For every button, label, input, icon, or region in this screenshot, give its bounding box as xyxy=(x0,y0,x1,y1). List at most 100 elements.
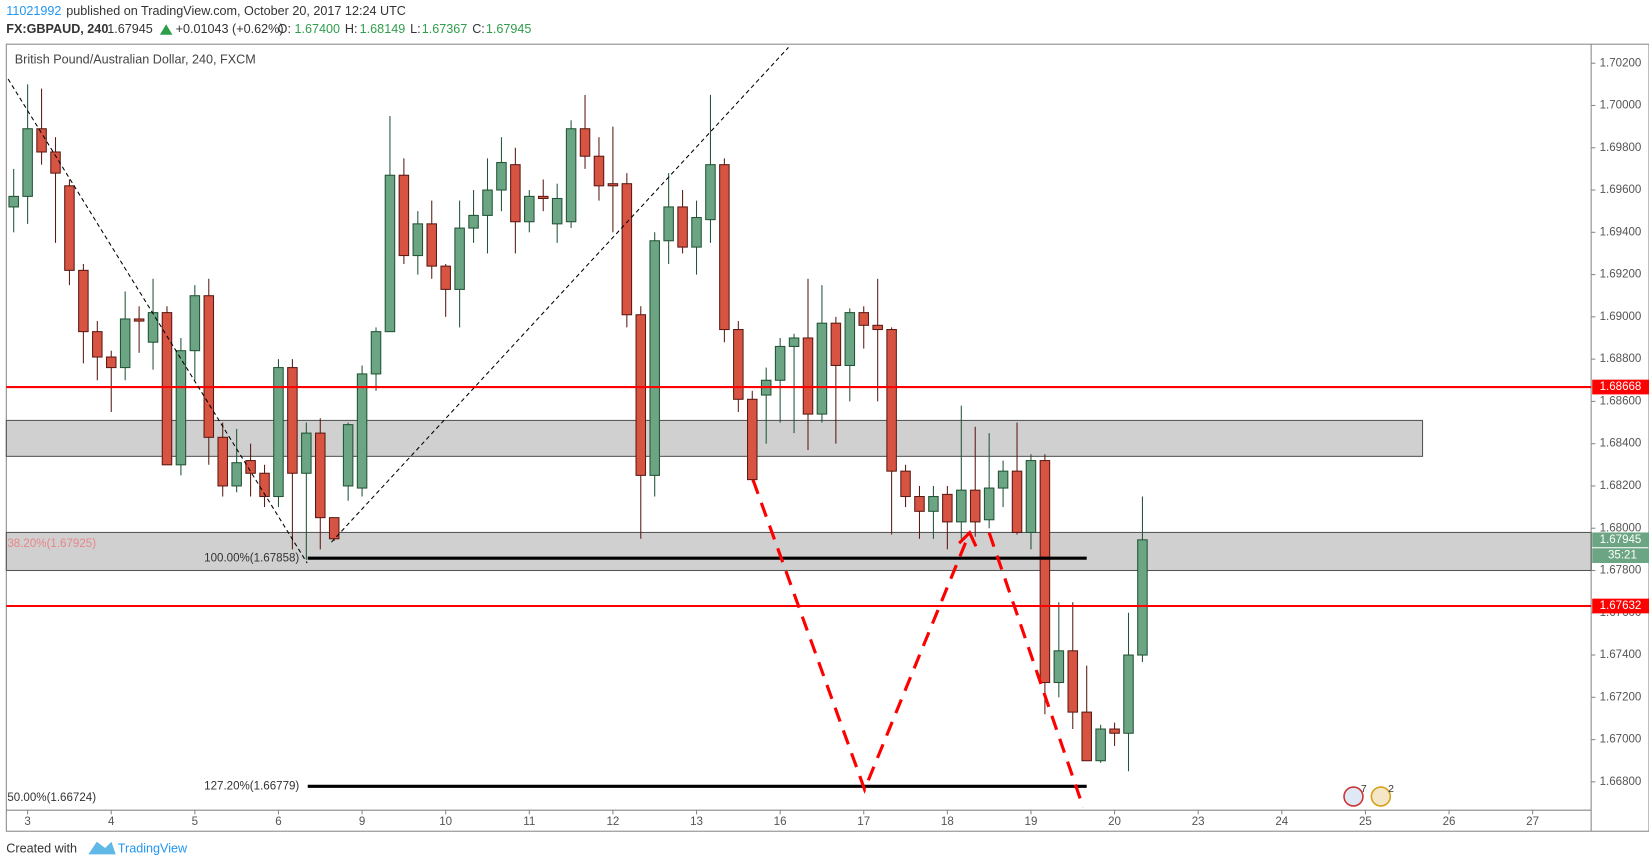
candle-body xyxy=(1053,650,1065,684)
candle-body xyxy=(802,337,814,415)
candle-body xyxy=(956,489,967,523)
candle-body xyxy=(872,324,883,331)
l-label: L: xyxy=(410,22,421,36)
candle-body xyxy=(1025,460,1037,533)
chart-title: British Pound/Australian Dollar, 240, FX… xyxy=(15,52,256,66)
candle-body xyxy=(1011,470,1023,533)
y-tick-label: 1.68800 xyxy=(1600,353,1642,365)
x-tick-label: 11 xyxy=(523,816,535,828)
h-value: 1.68149 xyxy=(360,22,406,36)
o-label: O: xyxy=(278,22,291,36)
candle-body xyxy=(78,269,89,333)
x-tick-label: 3 xyxy=(24,816,30,828)
candle-body xyxy=(663,206,674,242)
y-tick-label: 1.69400 xyxy=(1600,226,1642,238)
candle-body xyxy=(942,493,953,523)
candle-body xyxy=(440,265,451,290)
y-tick-label: 1.70200 xyxy=(1600,57,1642,69)
candle-body xyxy=(1039,460,1051,684)
h-label: H: xyxy=(345,22,358,36)
y-tick-label: 1.69000 xyxy=(1600,311,1642,323)
y-tick-label: 1.68600 xyxy=(1600,395,1642,407)
y-tick-label: 1.68000 xyxy=(1600,522,1642,534)
footer-brand[interactable]: TradingView xyxy=(118,841,188,855)
candle-body xyxy=(203,295,215,438)
y-tick-label: 1.67200 xyxy=(1600,691,1642,703)
y-tick-label: 1.69200 xyxy=(1600,269,1642,281)
trend-line xyxy=(331,47,789,543)
last: 1.67945 xyxy=(107,22,153,36)
countdown-box xyxy=(1592,548,1649,563)
symbol: FX:GBPAUD, 240 xyxy=(6,22,108,36)
candle-body xyxy=(398,174,410,257)
x-tick-label: 13 xyxy=(690,816,703,828)
trend-line xyxy=(7,78,308,564)
x-tick-label: 12 xyxy=(606,816,619,828)
candle-body xyxy=(719,164,730,331)
candle-body xyxy=(384,174,396,333)
zone xyxy=(5,531,1592,572)
candle-body xyxy=(22,128,33,197)
pattern-arrow xyxy=(958,529,978,547)
candle-body xyxy=(914,495,925,512)
pattern-line xyxy=(987,532,1085,808)
x-tick-label: 19 xyxy=(1025,816,1038,828)
candle-body xyxy=(412,223,424,257)
x-tick-label: 10 xyxy=(439,816,452,828)
y-tick-label: 1.68200 xyxy=(1600,480,1642,492)
level-box xyxy=(1592,379,1649,395)
candle-body xyxy=(468,214,479,229)
candle-body xyxy=(36,128,47,153)
last-price-box xyxy=(1592,532,1649,548)
candle-body xyxy=(551,197,563,225)
candle-body xyxy=(830,322,842,366)
candle-body xyxy=(147,312,159,343)
zone xyxy=(5,419,1424,457)
c-value: 1.67945 xyxy=(486,22,532,36)
candle-body xyxy=(635,314,647,476)
x-tick-label: 17 xyxy=(857,816,870,828)
candle-body xyxy=(788,337,800,347)
candle-body xyxy=(593,155,605,187)
c-label: C: xyxy=(472,22,485,36)
candle-body xyxy=(886,329,897,472)
footer-created: Created with xyxy=(6,841,77,855)
fib-label: 38.20%(1.67925) xyxy=(7,538,96,550)
candle-body xyxy=(607,183,619,187)
change: +0.01043 (+0.62%) xyxy=(176,22,284,36)
candle-body xyxy=(161,312,173,466)
candle-body xyxy=(105,356,117,369)
candle-body xyxy=(356,373,368,489)
y-tick-label: 1.67400 xyxy=(1600,649,1642,661)
candle-body xyxy=(119,318,131,369)
last-price-label: 1.67945 xyxy=(1600,534,1642,546)
plot: 100.00%(1.67858) 127.20%(1.66779) 38.20%(1… xyxy=(5,47,1592,808)
candle-body xyxy=(733,329,744,400)
candle-body xyxy=(774,345,786,381)
candle-body xyxy=(1109,728,1120,734)
y-tick-label: 1.69600 xyxy=(1600,184,1642,196)
y-tick-label: 1.70000 xyxy=(1600,100,1642,112)
candle-body xyxy=(691,216,702,248)
candle-body xyxy=(175,350,187,466)
candle-body xyxy=(231,462,242,487)
event-flag xyxy=(1370,786,1392,807)
candle-body xyxy=(969,489,981,523)
pattern-line xyxy=(751,479,972,794)
candle-body xyxy=(997,470,1009,489)
event-flag xyxy=(1343,786,1364,807)
x-tick-label: 24 xyxy=(1275,816,1288,828)
candle-body xyxy=(565,128,577,223)
x-tick-label: 26 xyxy=(1443,816,1456,828)
event-count: 2 xyxy=(1388,783,1394,795)
author[interactable]: 11021992 xyxy=(6,4,61,18)
candle-body xyxy=(1123,654,1134,734)
fib-label: 127.20%(1.66779) xyxy=(204,780,299,792)
candle-body xyxy=(64,185,75,271)
level-label: 1.67632 xyxy=(1600,600,1642,612)
candle-body xyxy=(928,495,939,512)
candle-body xyxy=(649,240,660,476)
candle-body xyxy=(328,517,340,540)
